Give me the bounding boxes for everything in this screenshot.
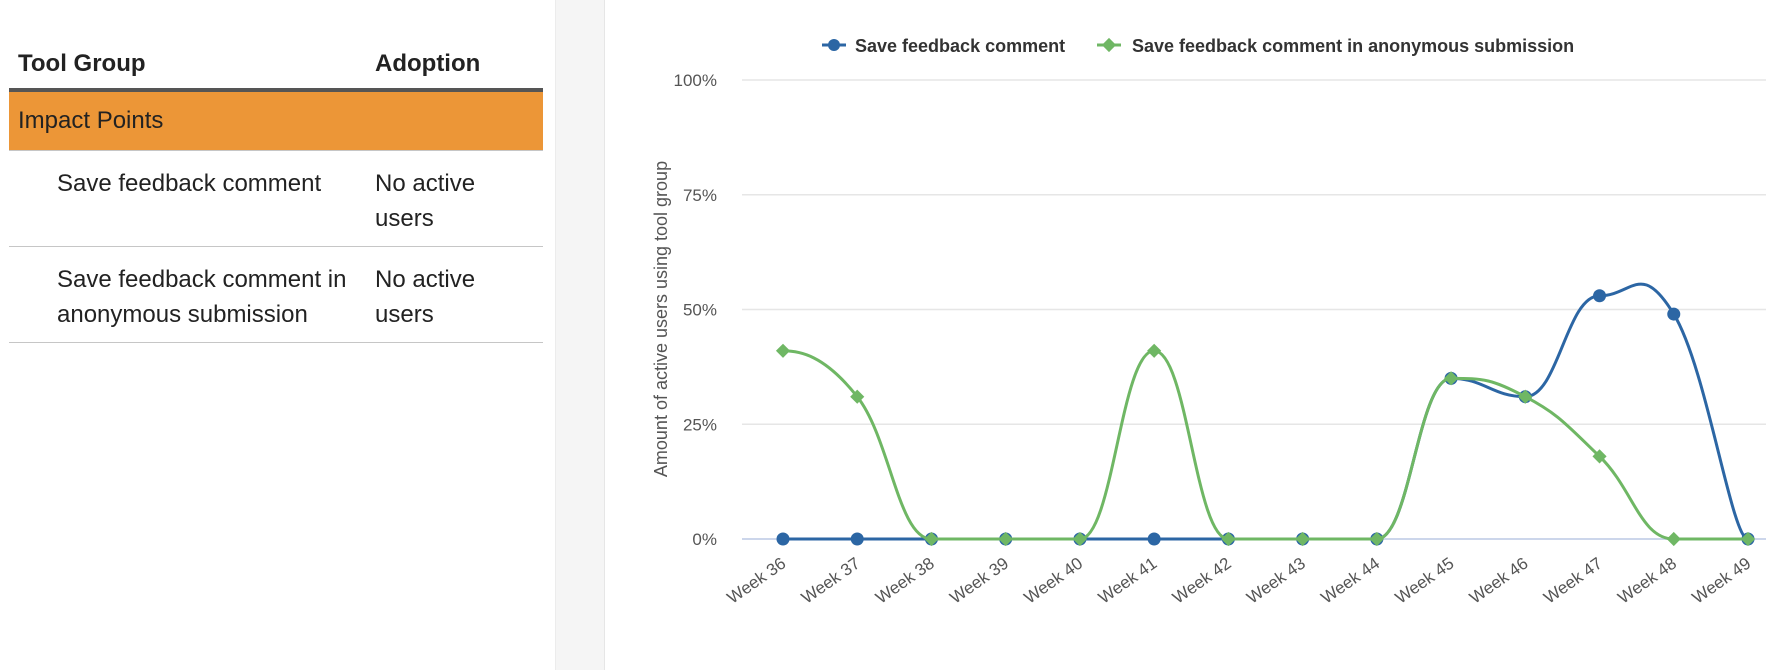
x-tick-label: Week 38 xyxy=(872,554,938,608)
legend-circle-marker-icon xyxy=(828,39,840,51)
series-line xyxy=(781,349,1750,541)
group-name: Impact Points xyxy=(9,90,543,151)
y-tick-label: 100% xyxy=(674,71,717,90)
data-point-diamond-marker-icon[interactable] xyxy=(1518,389,1533,404)
legend-item-save-feedback-comment[interactable]: Save feedback comment xyxy=(822,36,1065,56)
tool-group-table: Tool Group Adoption Impact Points Save f… xyxy=(9,40,543,343)
x-tick-label: Week 44 xyxy=(1318,554,1384,608)
data-point-diamond-marker-icon[interactable] xyxy=(924,531,939,547)
legend-label: Save feedback comment in anonymous submi… xyxy=(1132,36,1574,56)
y-tick-label: 50% xyxy=(683,301,717,320)
data-point-diamond-marker-icon[interactable] xyxy=(998,531,1013,547)
panel-divider xyxy=(555,0,605,670)
data-point-diamond-marker-icon[interactable] xyxy=(1221,531,1236,547)
chart-series xyxy=(775,282,1756,547)
x-tick-label: Week 49 xyxy=(1689,554,1755,608)
data-point-diamond-marker-icon[interactable] xyxy=(1072,531,1087,547)
x-tick-label: Week 37 xyxy=(798,554,864,608)
data-point-circle-marker-icon[interactable] xyxy=(1667,307,1681,321)
tool-name: Save feedback comment in anonymous submi… xyxy=(9,246,365,343)
series-save-feedback-comment[interactable] xyxy=(776,282,1755,546)
group-row-impact-points[interactable]: Impact Points xyxy=(9,90,543,151)
chart-legend: Save feedback comment Save feedback comm… xyxy=(822,36,1574,56)
x-tick-label: Week 40 xyxy=(1021,554,1087,608)
series-save-feedback-comment-anonymous[interactable] xyxy=(775,343,1756,547)
x-tick-label: Week 47 xyxy=(1540,554,1606,608)
x-tick-label: Week 36 xyxy=(724,554,790,608)
tool-group-panel: Tool Group Adoption Impact Points Save f… xyxy=(0,0,555,670)
x-tick-label: Week 43 xyxy=(1243,554,1309,608)
data-point-circle-marker-icon[interactable] xyxy=(850,532,864,546)
adoption-line-chart: Save feedback comment Save feedback comm… xyxy=(651,36,1766,608)
header-tool-group[interactable]: Tool Group xyxy=(9,40,365,92)
data-point-diamond-marker-icon[interactable] xyxy=(1666,531,1681,547)
data-point-diamond-marker-icon[interactable] xyxy=(1592,449,1607,464)
data-point-diamond-marker-icon[interactable] xyxy=(1295,531,1310,547)
adoption-chart-panel: Save feedback comment Save feedback comm… xyxy=(605,0,1766,670)
y-tick-label: 25% xyxy=(683,415,717,434)
data-point-circle-marker-icon[interactable] xyxy=(1593,289,1607,303)
x-tick-label: Week 46 xyxy=(1466,554,1532,608)
y-axis-ticks: 0% 25% 50% 75% 100% xyxy=(674,71,717,549)
x-tick-label: Week 39 xyxy=(946,554,1012,608)
data-point-diamond-marker-icon[interactable] xyxy=(775,343,791,358)
series-line xyxy=(781,282,1750,541)
data-point-diamond-marker-icon[interactable] xyxy=(1147,343,1162,358)
x-tick-label: Week 42 xyxy=(1169,554,1235,608)
tool-name: Save feedback comment xyxy=(9,150,365,247)
data-point-diamond-marker-icon[interactable] xyxy=(1369,531,1384,547)
data-point-diamond-marker-icon[interactable] xyxy=(850,389,865,404)
tool-adoption: No active users xyxy=(365,246,543,343)
table-row[interactable]: Save feedback comment No active users xyxy=(9,150,543,247)
x-tick-label: Week 41 xyxy=(1095,554,1161,608)
table-row[interactable]: Save feedback comment in anonymous submi… xyxy=(9,246,543,343)
x-tick-label: Week 48 xyxy=(1614,554,1680,608)
x-axis-ticks: Week 36 Week 37 Week 38 Week 39 Week 40 Week … xyxy=(724,554,1755,608)
data-point-diamond-marker-icon[interactable] xyxy=(1740,531,1756,547)
table-header-row: Tool Group Adoption xyxy=(9,40,543,92)
tool-adoption: No active users xyxy=(365,150,543,247)
legend-diamond-marker-icon xyxy=(1101,37,1117,53)
data-point-diamond-marker-icon[interactable] xyxy=(1444,371,1459,386)
y-tick-label: 75% xyxy=(683,186,717,205)
data-point-circle-marker-icon[interactable] xyxy=(776,532,790,546)
legend-item-save-feedback-comment-anonymous[interactable]: Save feedback comment in anonymous submi… xyxy=(1097,36,1574,56)
legend-label: Save feedback comment xyxy=(855,36,1065,56)
data-point-circle-marker-icon[interactable] xyxy=(1147,532,1161,546)
y-tick-label: 0% xyxy=(692,530,717,549)
x-tick-label: Week 45 xyxy=(1392,554,1458,608)
header-adoption[interactable]: Adoption xyxy=(365,40,543,92)
y-axis-title: Amount of active users using tool group xyxy=(651,161,671,477)
